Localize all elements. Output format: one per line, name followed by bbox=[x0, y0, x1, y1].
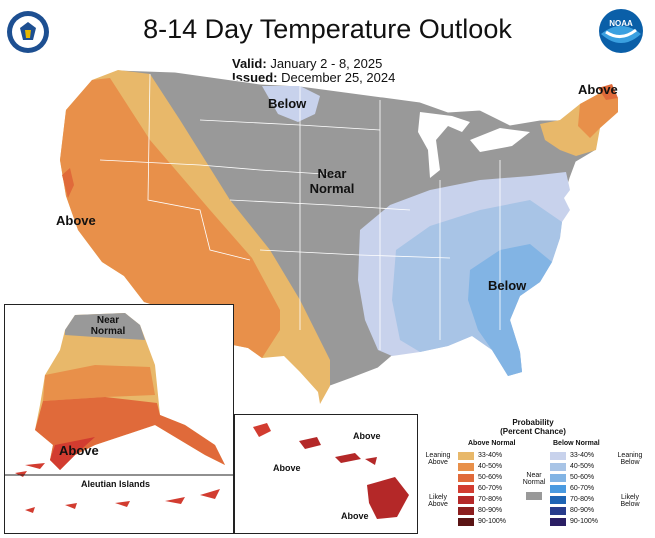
legend-likely-above-2: Above bbox=[428, 501, 448, 508]
legend-below-swatch bbox=[550, 485, 566, 493]
legend-below-range-label: 33-40% bbox=[570, 452, 595, 459]
aleutian-islands-label: Aleutian Islands bbox=[81, 479, 151, 489]
legend: Probability (Percent Chance) Above Norma… bbox=[418, 418, 653, 536]
alaska-near-line1: Near bbox=[96, 315, 120, 326]
state-boundaries bbox=[99, 73, 501, 350]
above-northeast-region-50 bbox=[598, 84, 618, 100]
legend-below-range-label: 90-100% bbox=[570, 518, 599, 525]
legend-below-swatch bbox=[550, 507, 566, 515]
legend-below-range-label: 40-50% bbox=[570, 463, 595, 470]
valid-label: Valid: bbox=[232, 56, 267, 71]
hawaii-above-label-2: Above bbox=[273, 463, 301, 473]
label-below-north: Below bbox=[268, 96, 307, 111]
legend-above-column: 33-40% 40-50% 50-60% 60-70% 70-80% 80-90% 90-1… bbox=[458, 452, 518, 536]
legend-above-swatch bbox=[458, 474, 474, 482]
legend-title-line1: Probability bbox=[512, 418, 554, 427]
great-lakes bbox=[418, 112, 530, 178]
legend-above-swatch bbox=[458, 507, 474, 515]
label-near-normal: Near Normal bbox=[302, 166, 362, 196]
legend-leaning-below: Leaning Below bbox=[614, 452, 646, 466]
legend-above-range-label: 33-40% bbox=[478, 452, 503, 459]
legend-likely-above: Likely Above bbox=[422, 494, 454, 508]
valid-dates: Valid: January 2 - 8, 2025 bbox=[232, 56, 382, 71]
legend-above-range-label: 90-100% bbox=[478, 518, 507, 525]
legend-leaning-below-2: Below bbox=[620, 459, 640, 466]
legend-below-swatch bbox=[550, 518, 566, 526]
commerce-seal-logo bbox=[6, 10, 50, 54]
alaska-near-line2: Normal bbox=[90, 326, 126, 337]
legend-near-swatch bbox=[526, 492, 542, 500]
label-above-west: Above bbox=[56, 213, 96, 228]
near-normal-line1: Near bbox=[317, 166, 347, 181]
legend-leaning-above-1: Leaning bbox=[425, 452, 451, 459]
above-west-region-40 bbox=[60, 78, 280, 358]
noaa-logo-text: NOAA bbox=[609, 19, 633, 28]
legend-above-swatch bbox=[458, 518, 474, 526]
alaska-above-label: Above bbox=[59, 443, 99, 458]
legend-near-line1: Near bbox=[526, 472, 542, 479]
legend-near-line2: Normal bbox=[522, 479, 546, 486]
hawaii-above-label-1: Above bbox=[353, 431, 381, 441]
legend-above-range-label: 70-80% bbox=[478, 496, 503, 503]
alaska-near-normal-label: Near Normal bbox=[73, 315, 143, 337]
legend-likely-below-1: Likely bbox=[621, 494, 639, 501]
legend-above-swatch bbox=[458, 485, 474, 493]
legend-title: Probability (Percent Chance) bbox=[478, 418, 588, 436]
legend-below-range-label: 60-70% bbox=[570, 485, 595, 492]
legend-below-range-label: 70-80% bbox=[570, 496, 595, 503]
hawaii-above-label-3: Above bbox=[341, 511, 369, 521]
legend-below-range-label: 80-90% bbox=[570, 507, 595, 514]
noaa-logo: NOAA bbox=[598, 8, 644, 54]
legend-likely-below: Likely Below bbox=[614, 494, 646, 508]
legend-below-swatch bbox=[550, 474, 566, 482]
legend-below-range-label: 50-60% bbox=[570, 474, 595, 481]
legend-likely-above-1: Likely bbox=[429, 494, 447, 501]
legend-above-range-label: 80-90% bbox=[478, 507, 503, 514]
legend-above-range-label: 40-50% bbox=[478, 463, 503, 470]
legend-leaning-below-1: Leaning bbox=[617, 452, 643, 459]
hawaii-map bbox=[253, 423, 409, 519]
alaska-inset: Near Normal Above Aleutian Islands bbox=[4, 304, 234, 534]
page-title: 8-14 Day Temperature Outlook bbox=[143, 14, 512, 44]
label-above-northeast: Above bbox=[578, 82, 618, 97]
legend-below-swatch bbox=[550, 463, 566, 471]
legend-above-range-label: 50-60% bbox=[478, 474, 503, 481]
legend-title-line2: (Percent Chance) bbox=[500, 427, 566, 436]
legend-above-range-label: 60-70% bbox=[478, 485, 503, 492]
legend-above-swatch bbox=[458, 452, 474, 460]
legend-near-normal: Near Normal bbox=[521, 472, 547, 486]
below-north-region bbox=[262, 86, 320, 122]
legend-above-header: Above Normal bbox=[468, 440, 516, 447]
legend-above-swatch bbox=[458, 496, 474, 504]
legend-below-header: Below Normal bbox=[553, 440, 600, 447]
legend-above-swatch bbox=[458, 463, 474, 471]
below-east-region-50 bbox=[468, 244, 552, 376]
above-northeast-region-40 bbox=[578, 92, 618, 138]
legend-leaning-above: Leaning Above bbox=[422, 452, 454, 466]
above-west-region-50 bbox=[62, 168, 74, 198]
legend-likely-below-2: Below bbox=[620, 501, 640, 508]
near-normal-line2: Normal bbox=[309, 181, 355, 196]
valid-value: January 2 - 8, 2025 bbox=[270, 56, 383, 71]
issued-value: December 25, 2024 bbox=[281, 70, 396, 85]
legend-below-column: 33-40% 40-50% 50-60% 60-70% 70-80% 80-90% 90-1… bbox=[550, 452, 610, 536]
hawaii-inset: Above Above Above bbox=[234, 414, 418, 534]
alaska-map bbox=[5, 313, 233, 513]
legend-leaning-above-2: Above bbox=[428, 459, 448, 466]
legend-below-swatch bbox=[550, 496, 566, 504]
label-below-southeast: Below bbox=[488, 278, 527, 293]
legend-below-swatch bbox=[550, 452, 566, 460]
